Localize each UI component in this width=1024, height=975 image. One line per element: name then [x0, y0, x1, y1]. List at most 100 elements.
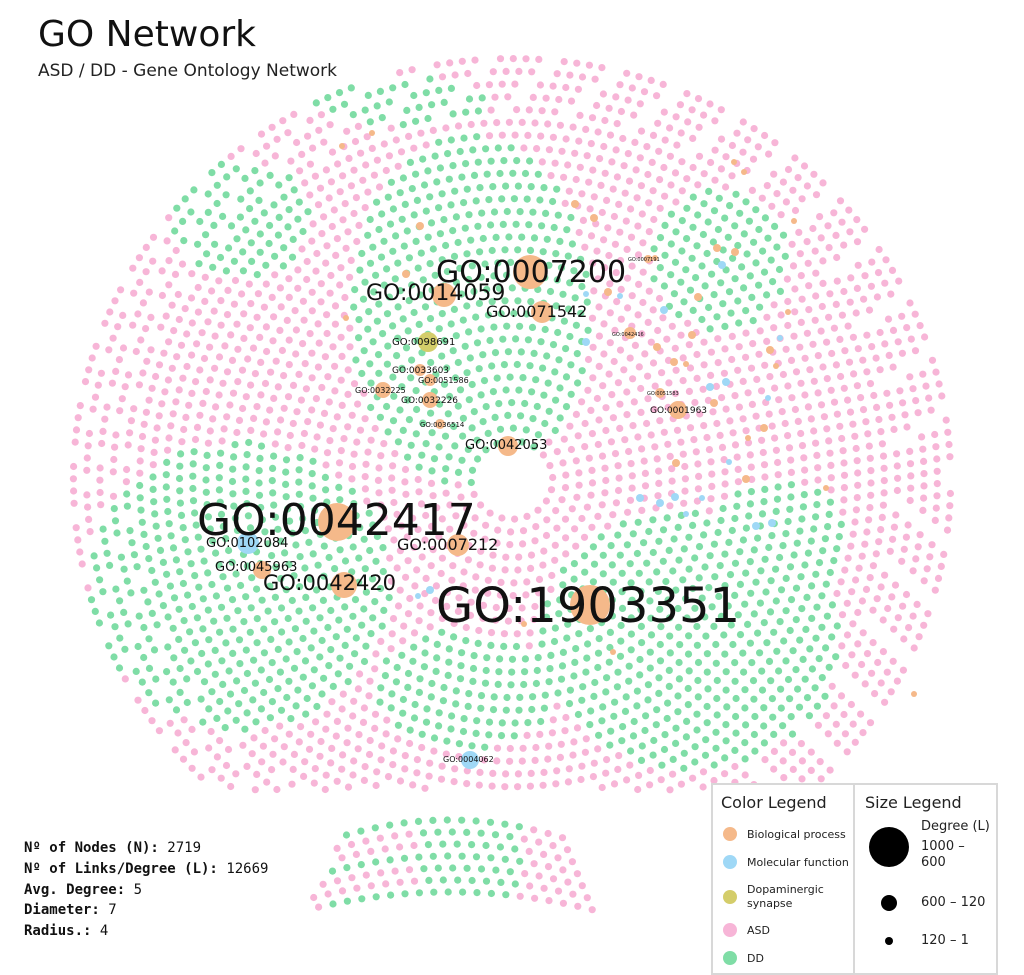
asd-gene-node: [172, 398, 180, 406]
asd-gene-node: [863, 331, 871, 339]
dd-gene-node: [440, 216, 448, 224]
dd-gene-node: [534, 654, 542, 662]
dd-gene-node: [555, 356, 563, 364]
asd-gene-node: [181, 305, 189, 313]
asd-gene-node: [350, 757, 358, 765]
asd-gene-node: [614, 486, 623, 495]
dd-gene-node: [296, 454, 304, 462]
asd-gene-node: [639, 239, 647, 247]
dd-gene-node: [447, 84, 455, 92]
dd-gene-node: [429, 816, 437, 825]
dd-gene-node: [464, 702, 472, 711]
asd-gene-node: [639, 268, 647, 276]
dd-gene-node: [264, 540, 272, 548]
asd-gene-node: [112, 367, 120, 375]
asd-gene-node: [452, 512, 460, 520]
asd-gene-node: [339, 216, 347, 224]
dd-gene-node: [694, 693, 702, 701]
dd-gene-node: [482, 403, 490, 411]
dd-gene-node: [209, 263, 217, 271]
asd-gene-node: [858, 597, 867, 605]
asd-gene-node: [573, 724, 582, 732]
asd-gene-node: [433, 61, 441, 69]
dd-gene-node: [768, 695, 777, 703]
asd-gene-node: [551, 108, 559, 116]
dd-gene-node: [401, 890, 409, 898]
dd-gene-node: [713, 694, 721, 703]
go-label-go-0032226: GO:0032226: [401, 396, 458, 406]
dd-gene-node: [257, 503, 265, 512]
dd-gene-node: [787, 481, 796, 489]
go-minor-node: [660, 306, 668, 314]
asd-gene-node: [311, 765, 319, 773]
asd-gene-node: [928, 541, 936, 549]
asd-gene-node: [155, 361, 164, 369]
dd-gene-node: [452, 687, 460, 695]
dd-gene-node: [694, 676, 702, 685]
asd-gene-node: [551, 541, 559, 549]
go-minor-node: [741, 169, 747, 175]
asd-gene-node: [314, 201, 323, 209]
dd-gene-node: [358, 621, 366, 629]
dd-gene-node: [309, 494, 317, 502]
asd-gene-node: [668, 322, 676, 330]
asd-gene-node: [602, 476, 610, 485]
asd-gene-node: [720, 369, 729, 377]
asd-gene-node: [868, 258, 876, 266]
asd-gene-node: [460, 568, 468, 576]
dd-gene-node: [282, 456, 291, 464]
asd-gene-node: [918, 433, 926, 441]
asd-gene-node: [873, 293, 882, 301]
asd-gene-node: [208, 287, 216, 295]
asd-gene-node: [700, 361, 708, 369]
asd-gene-node: [575, 228, 583, 237]
dd-gene-node: [544, 379, 552, 387]
asd-gene-node: [542, 94, 550, 102]
asd-gene-node: [857, 394, 865, 402]
asd-gene-node: [904, 521, 912, 529]
dd-gene-node: [110, 653, 118, 661]
dd-gene-node: [194, 533, 202, 541]
dd-gene-node: [299, 227, 307, 236]
asd-gene-node: [754, 143, 762, 151]
asd-gene-node: [866, 719, 875, 727]
size-legend: Size Legend Degree (L) 1000 – 600 600 – …: [853, 783, 998, 975]
dd-gene-node: [751, 747, 759, 755]
dd-gene-node: [490, 272, 498, 280]
dd-gene-node: [186, 628, 194, 636]
asd-gene-node: [326, 289, 334, 297]
dd-gene-node: [270, 201, 278, 209]
dd-gene-node: [271, 252, 279, 260]
dd-gene-node: [477, 704, 485, 712]
asd-gene-node: [142, 268, 150, 276]
asd-gene-node: [350, 166, 358, 174]
dd-gene-node: [205, 705, 213, 713]
dd-gene-node: [234, 607, 242, 615]
asd-gene-node: [480, 756, 488, 764]
dd-gene-node: [692, 274, 700, 282]
dd-gene-node: [649, 751, 657, 759]
dd-gene-node: [351, 286, 359, 294]
asd-gene-node: [229, 389, 238, 397]
asd-gene-node: [151, 436, 159, 444]
asd-gene-node: [691, 398, 699, 407]
asd-gene-node: [578, 514, 586, 523]
asd-gene-node: [267, 368, 275, 376]
asd-gene-node: [877, 428, 885, 436]
asd-gene-node: [291, 307, 299, 315]
legend-item-dopaminergic-synapse: Dopaminergic synapse: [723, 883, 843, 911]
asd-gene-node: [803, 238, 811, 246]
dd-gene-node: [413, 405, 421, 414]
asd-gene-node: [532, 743, 540, 752]
asd-gene-node: [496, 55, 505, 63]
asd-gene-node: [162, 312, 170, 320]
asd-gene-node: [136, 278, 144, 286]
dd-gene-node: [736, 548, 744, 556]
asd-gene-node: [619, 134, 627, 143]
asd-gene-node: [629, 422, 637, 430]
dd-gene-node: [383, 360, 391, 368]
dd-gene-node: [492, 866, 500, 874]
dd-gene-node: [719, 246, 727, 254]
dd-gene-node: [637, 587, 645, 595]
dd-gene-node: [462, 160, 470, 168]
